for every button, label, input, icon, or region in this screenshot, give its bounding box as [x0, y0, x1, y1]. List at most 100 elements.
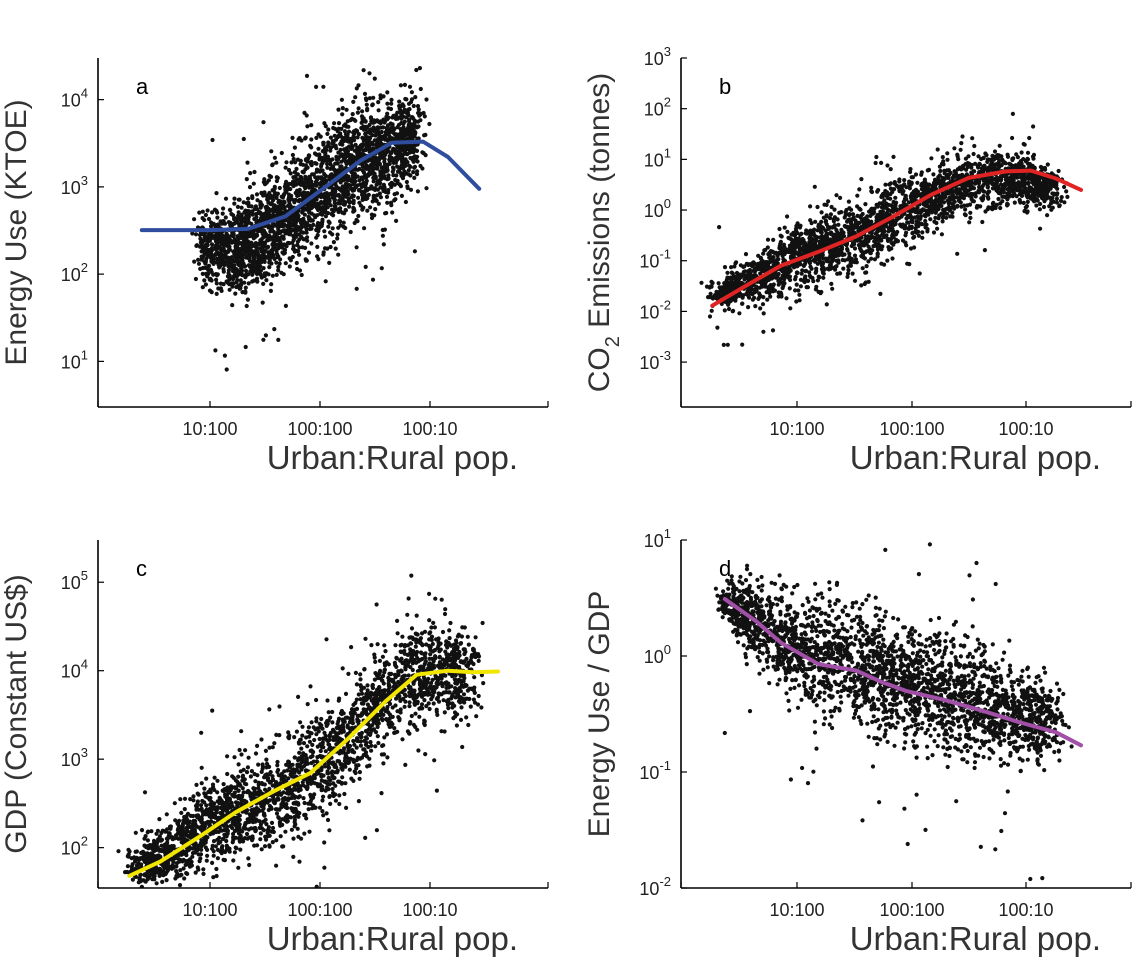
scatter-point	[205, 274, 210, 279]
scatter-point	[424, 186, 429, 191]
scatter-point	[734, 260, 739, 265]
scatter-point	[386, 188, 391, 193]
scatter-point	[409, 97, 415, 102]
scatter-point	[390, 115, 395, 120]
scatter-point	[709, 308, 714, 313]
scatter-point	[338, 206, 343, 211]
scatter-point	[914, 219, 919, 224]
scatter-point	[261, 242, 266, 247]
scatter-point	[785, 229, 790, 234]
scatter-point	[359, 184, 364, 189]
scatter-point-outlier	[269, 149, 274, 154]
scatter-point	[214, 251, 219, 256]
scatter-point	[384, 128, 389, 133]
scatter-point	[821, 275, 826, 280]
scatter-point	[355, 174, 360, 179]
scatter-point	[929, 207, 934, 212]
scatter-point	[272, 155, 277, 160]
scatter-point	[309, 179, 314, 184]
scatter-point	[307, 215, 312, 220]
scatter-point	[316, 203, 321, 209]
scatter-point	[983, 209, 988, 214]
scatter-point	[378, 195, 383, 200]
scatter-point	[389, 97, 394, 102]
scatter-point	[902, 178, 907, 183]
scatter-point	[382, 176, 387, 181]
scatter-point	[405, 143, 410, 148]
scatter-point	[290, 182, 295, 187]
scatter-point	[233, 291, 238, 296]
scatter-point	[323, 153, 328, 158]
scatter-point	[200, 209, 205, 214]
scatter-point	[1005, 187, 1010, 192]
scatter-point-outlier	[272, 327, 277, 332]
scatter-point	[242, 210, 247, 215]
scatter-point	[341, 177, 346, 182]
y-tick-label: 104	[61, 86, 88, 111]
scatter-point	[343, 194, 348, 199]
scatter-point	[211, 235, 216, 240]
scatter-point	[866, 239, 871, 244]
scatter-point	[860, 253, 866, 258]
scatter-point	[791, 252, 797, 257]
scatter-point	[875, 204, 880, 209]
scatter-point	[197, 232, 203, 238]
scatter-point	[836, 222, 841, 227]
scatter-point	[316, 132, 321, 137]
scatter-point	[293, 180, 298, 185]
scatter-point	[1032, 187, 1037, 192]
scatter-point	[317, 169, 322, 174]
scatter-point	[1023, 159, 1029, 164]
scatter-point	[266, 210, 271, 215]
scatter-point	[869, 256, 874, 261]
scatter-point	[362, 226, 367, 231]
scatter-point	[299, 138, 304, 143]
scatter-point	[228, 220, 233, 225]
scatter-point	[800, 268, 805, 273]
scatter-point	[208, 267, 213, 272]
scatter-point	[778, 233, 783, 238]
scatter-point	[363, 119, 368, 124]
scatter-point	[314, 161, 319, 166]
scatter-point	[844, 243, 849, 248]
scatter-point	[304, 230, 309, 235]
scatter-point	[869, 231, 874, 236]
scatter-point	[235, 220, 240, 225]
scatter-point	[371, 179, 376, 184]
scatter-point	[233, 241, 238, 246]
scatter-point	[395, 125, 400, 130]
scatter-point	[234, 274, 239, 279]
scatter-point	[274, 160, 279, 165]
scatter-point	[912, 209, 918, 214]
scatter-point	[266, 253, 271, 258]
scatter-point	[290, 135, 295, 140]
scatter-point	[305, 191, 310, 196]
scatter-point	[938, 168, 943, 174]
scatter-point	[313, 175, 318, 180]
scatter-point	[858, 207, 863, 212]
scatter-point	[376, 201, 381, 206]
scatter-point	[327, 260, 332, 265]
scatter-point	[427, 121, 432, 127]
scatter-point	[968, 215, 973, 220]
scatter-point	[925, 201, 930, 206]
scatter-point	[294, 190, 299, 195]
scatter-point	[746, 262, 752, 267]
scatter-point	[243, 268, 249, 273]
scatter-point	[793, 226, 799, 231]
scatter-point	[815, 204, 820, 210]
scatter-point	[888, 196, 893, 201]
scatter-point	[341, 220, 346, 225]
scatter-point	[339, 159, 344, 164]
fit-line	[139, 139, 482, 233]
scatter-point	[315, 244, 320, 249]
scatter-point	[977, 161, 982, 166]
scatter-point	[229, 281, 234, 286]
scatter-point	[973, 161, 978, 166]
scatter-point	[382, 184, 387, 190]
scatter-point-outlier	[354, 86, 359, 91]
scatter-point	[850, 241, 856, 246]
scatter-point	[305, 207, 310, 212]
scatter-point	[263, 205, 268, 210]
scatter-point	[761, 251, 766, 256]
